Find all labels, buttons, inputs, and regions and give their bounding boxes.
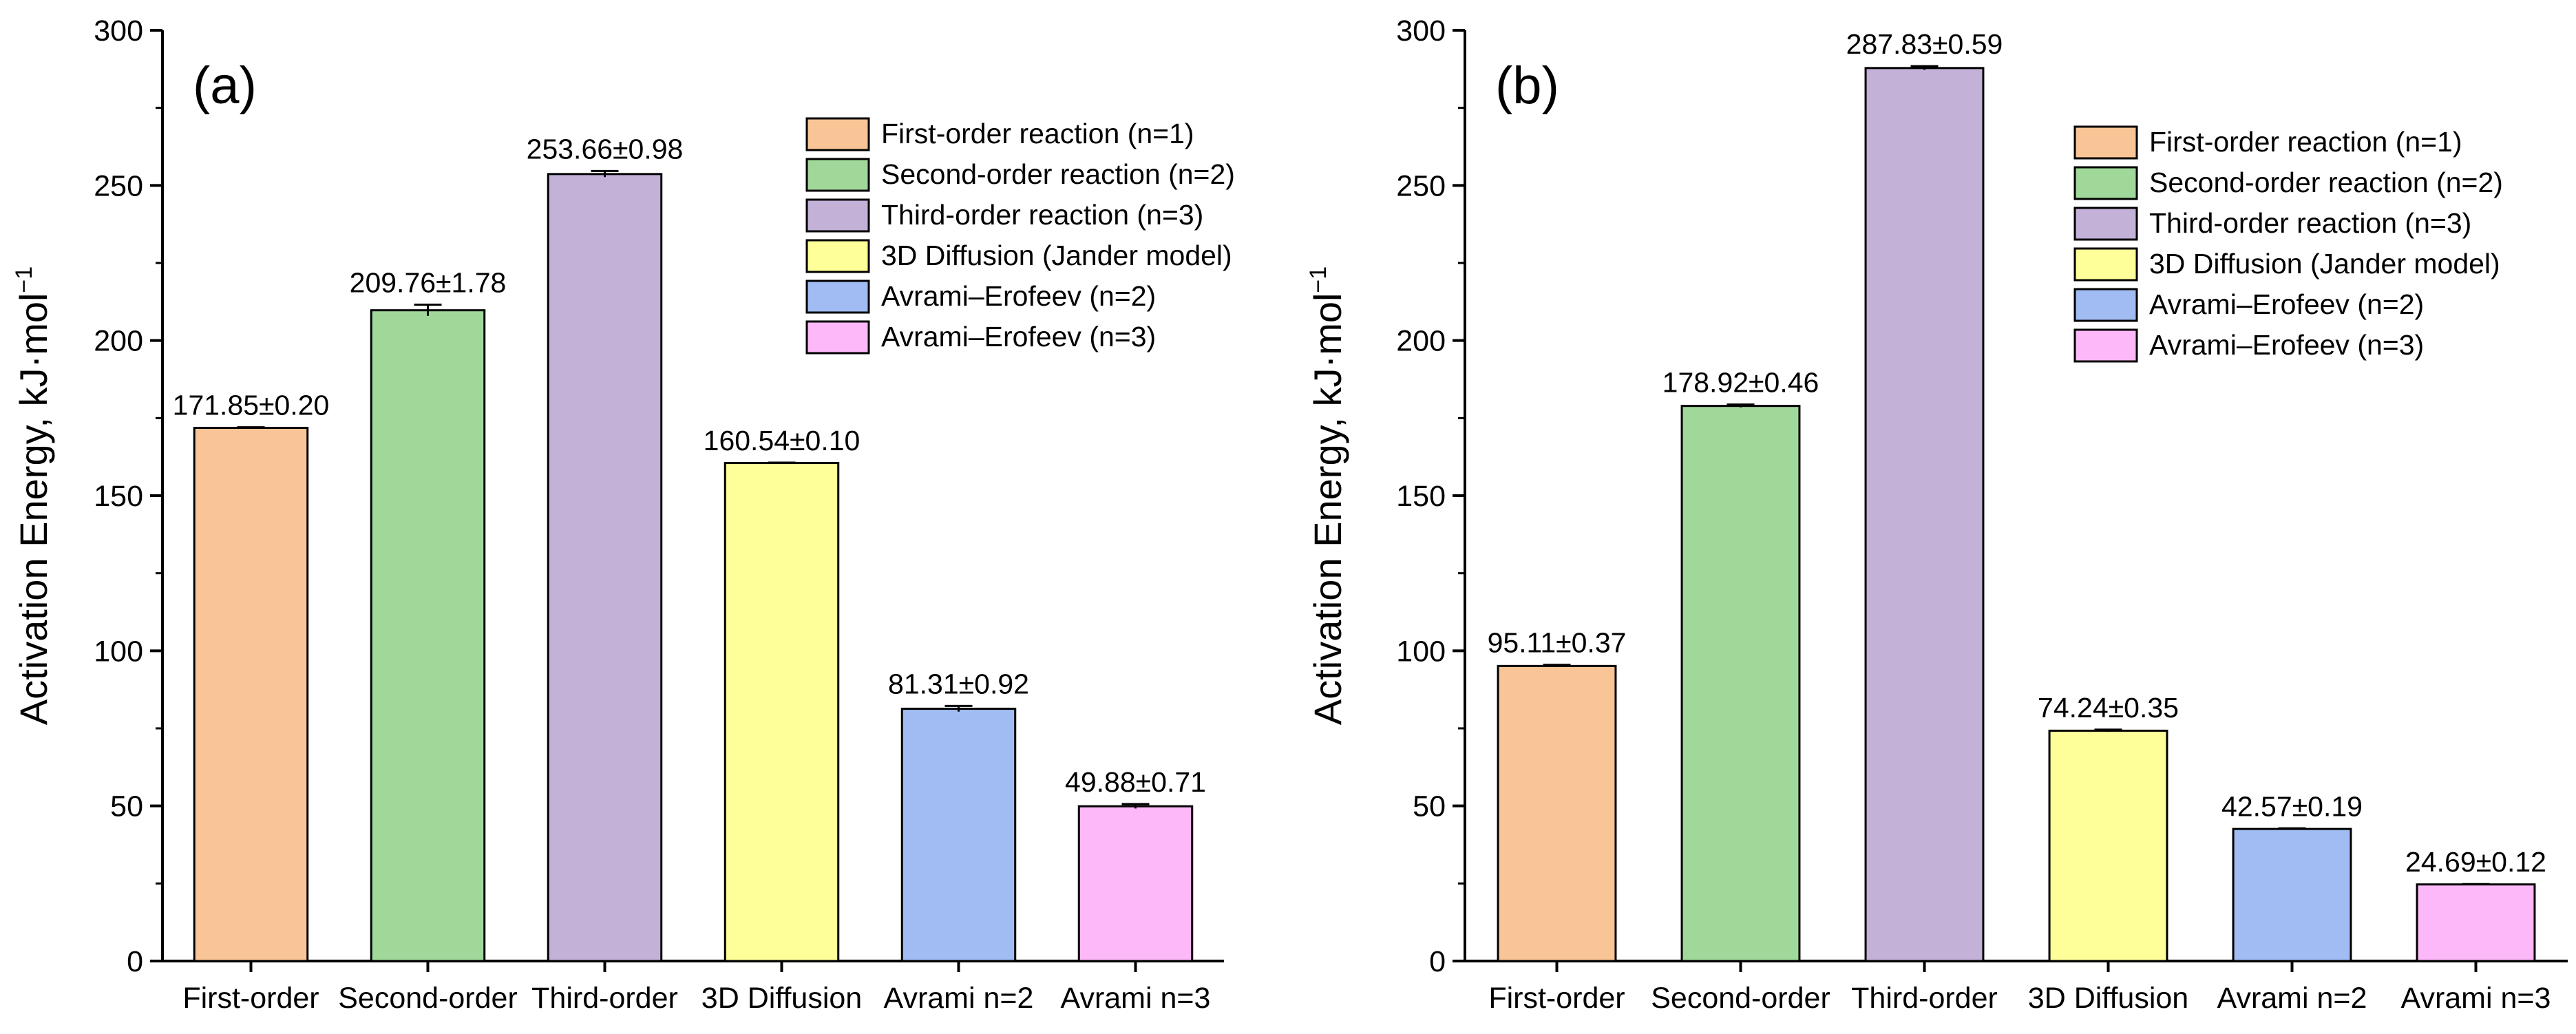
- bar-value-label-6: 49.88±0.71: [1065, 766, 1206, 798]
- x-tick-label-3: Third-order: [531, 982, 678, 1015]
- legend-label-5: Avrami–Erofeev (n=2): [2149, 288, 2424, 320]
- x-tick-label-5: Avrami n=2: [884, 982, 1034, 1015]
- y-tick-label: 250: [1396, 169, 1446, 202]
- legend-label-3: Third-order reaction (n=3): [881, 199, 1203, 231]
- bar-value-label-2: 209.76±1.78: [350, 267, 507, 299]
- legend-swatch-6: [2073, 328, 2138, 363]
- bar-1: [193, 427, 309, 962]
- legend-swatch-2: [2073, 166, 2138, 200]
- bar-6: [2416, 883, 2536, 962]
- panel-label: (b): [1495, 56, 1559, 115]
- legend-swatch-3: [2073, 207, 2138, 241]
- legend-label-3: Third-order reaction (n=3): [2149, 207, 2471, 239]
- y-axis-title-superscript: −1: [11, 266, 37, 293]
- y-tick-label: 200: [94, 325, 143, 358]
- bar-value-label-1: 95.11±0.37: [1488, 627, 1627, 659]
- legend-label-1: First-order reaction (n=1): [2149, 126, 2462, 158]
- chart-panel-b: 0 50 100 150 200 250 300 95.11±0.37 First-order 1…: [1305, 14, 2568, 1015]
- legend-swatch-5: [2073, 288, 2138, 322]
- y-tick-label: 0: [127, 945, 143, 978]
- legend-label-6: Avrami–Erofeev (n=3): [881, 321, 1156, 352]
- bar-3: [547, 173, 663, 962]
- y-tick-label: 150: [94, 480, 143, 513]
- bar-3: [1864, 67, 1985, 962]
- y-tick-label: 200: [1396, 325, 1446, 358]
- legend-label-2: Second-order reaction (n=2): [881, 158, 1235, 190]
- legend-label-5: Avrami–Erofeev (n=2): [881, 280, 1156, 312]
- bar-2: [370, 309, 486, 962]
- y-tick-label: 100: [94, 635, 143, 668]
- bar-value-label-3: 253.66±0.98: [527, 133, 684, 165]
- bar-value-label-5: 42.57±0.19: [2221, 790, 2363, 822]
- panel-label: (a): [193, 56, 257, 115]
- x-tick-label-1: First-order: [1488, 982, 1625, 1015]
- x-tick-label-3: Third-order: [1851, 982, 1998, 1015]
- x-tick-label-1: First-order: [182, 982, 319, 1015]
- y-tick-label: 150: [1396, 480, 1446, 513]
- legend: First-order reaction (n=1) Second-order r…: [2073, 125, 2503, 363]
- bar-value-label-2: 178.92±0.46: [1662, 367, 1819, 399]
- x-tick-label-4: 3D Diffusion: [701, 982, 862, 1015]
- legend-label-6: Avrami–Erofeev (n=3): [2149, 329, 2424, 361]
- bar-6: [1077, 805, 1194, 962]
- x-tick-label-5: Avrami n=2: [2217, 982, 2367, 1015]
- y-tick-label: 100: [1396, 635, 1446, 668]
- x-tick-label-2: Second-order: [338, 982, 518, 1015]
- legend-swatch-6: [805, 320, 870, 355]
- legend-label-4: 3D Diffusion (Jander model): [2149, 248, 2500, 279]
- bar-5: [2232, 827, 2352, 962]
- legend-label-1: First-order reaction (n=1): [881, 118, 1194, 149]
- y-tick-label: 0: [1429, 945, 1446, 978]
- bar-2: [1680, 405, 1801, 962]
- y-axis-title: Activation Energy, kJ·mol−1: [11, 266, 55, 725]
- bar-1: [1497, 664, 1617, 962]
- x-tick-label-6: Avrami n=3: [1061, 982, 1211, 1015]
- y-tick-label: 300: [1396, 14, 1446, 48]
- legend-swatch-4: [805, 239, 870, 273]
- y-tick-label: 50: [1413, 790, 1446, 823]
- legend-label-2: Second-order reaction (n=2): [2149, 167, 2503, 198]
- bar-4: [2048, 729, 2168, 962]
- y-axis-title-main: Activation Energy, kJ·mol: [12, 293, 55, 726]
- legend-swatch-1: [2073, 125, 2138, 160]
- x-tick-label-4: 3D Diffusion: [2028, 982, 2188, 1015]
- bar-value-label-3: 287.83±0.59: [1846, 28, 2003, 60]
- x-tick-label-2: Second-order: [1651, 982, 1830, 1015]
- bar-value-label-4: 160.54±0.10: [704, 425, 861, 456]
- legend-swatch-5: [805, 279, 870, 314]
- y-axis-title-superscript: −1: [1305, 266, 1331, 293]
- bar-value-label-5: 81.31±0.92: [888, 668, 1029, 699]
- legend-swatch-1: [805, 117, 870, 151]
- bar-5: [900, 708, 1017, 962]
- bar-value-label-4: 74.24±0.35: [2038, 692, 2179, 724]
- y-tick-label: 250: [94, 169, 143, 202]
- bar-value-label-1: 171.85±0.20: [173, 390, 330, 421]
- legend-swatch-2: [805, 158, 870, 192]
- legend-label-4: 3D Diffusion (Jander model): [881, 240, 1232, 271]
- y-axis-title-main: Activation Energy, kJ·mol: [1306, 293, 1349, 726]
- legend-swatch-4: [2073, 247, 2138, 282]
- y-tick-label: 50: [110, 790, 143, 823]
- y-axis-title: Activation Energy, kJ·mol−1: [1305, 266, 1349, 725]
- bar-value-label-6: 24.69±0.12: [2405, 846, 2546, 878]
- x-tick-label-6: Avrami n=3: [2401, 982, 2551, 1015]
- y-tick-label: 300: [94, 14, 143, 48]
- legend-swatch-3: [805, 198, 870, 233]
- legend: First-order reaction (n=1) Second-order r…: [805, 117, 1235, 355]
- chart-panel-a: 0 50 100 150 200 250 300 171.85±0.20 First-order…: [11, 14, 1235, 1015]
- bar-4: [724, 461, 840, 962]
